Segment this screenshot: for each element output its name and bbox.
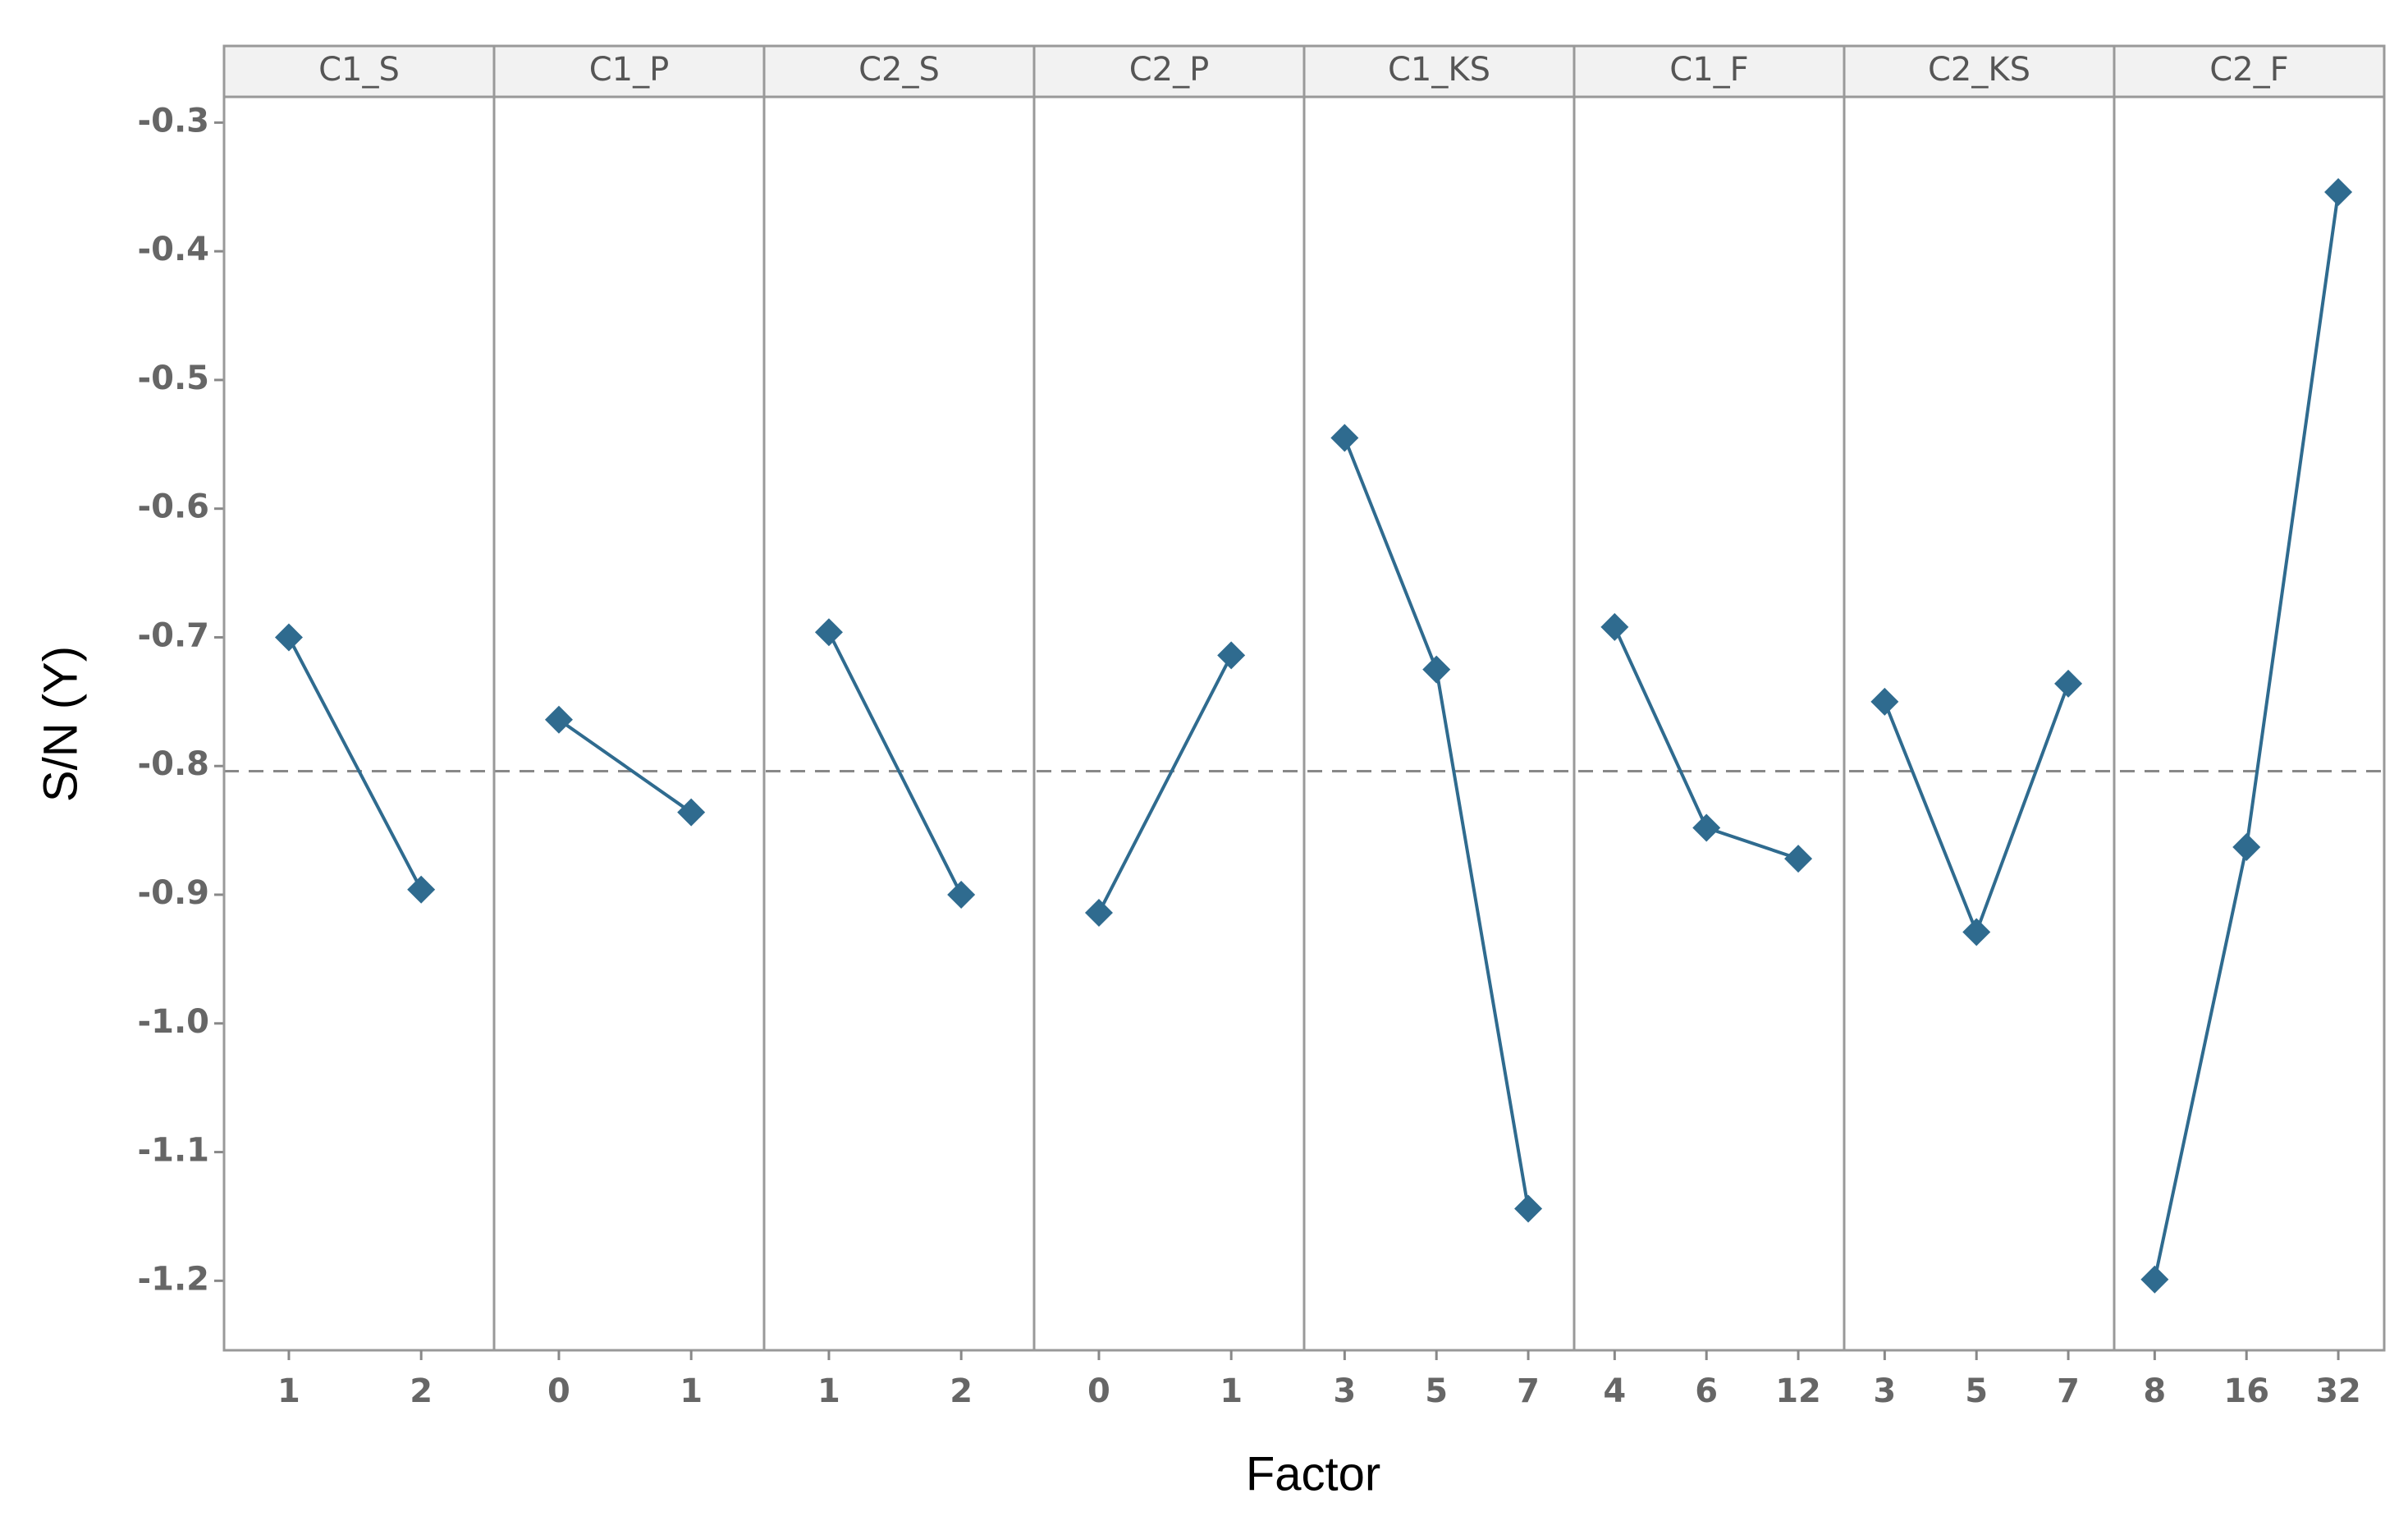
y-tick-label: -1.0 — [138, 1003, 209, 1041]
marker — [274, 623, 303, 652]
marker — [677, 798, 706, 827]
x-tick-label: 0 — [547, 1372, 570, 1410]
strip-label: C1_P — [589, 51, 670, 89]
marker — [1600, 612, 1629, 641]
effect-line — [287, 636, 423, 891]
y-tick-label: -0.4 — [138, 231, 209, 268]
marker — [1330, 424, 1359, 452]
marker — [1514, 1194, 1543, 1223]
marker — [1692, 813, 1721, 842]
x-tick-label: 1 — [1220, 1372, 1243, 1410]
x-tick-label: 5 — [1425, 1372, 1448, 1410]
marker — [1870, 687, 1899, 716]
y-tick-label: -0.9 — [138, 874, 209, 912]
x-tick-label: 8 — [2143, 1372, 2166, 1410]
marker — [814, 618, 843, 647]
marker — [2232, 833, 2261, 862]
y-tick-label: -1.2 — [138, 1260, 209, 1298]
strip-label: C1_KS — [1388, 51, 1490, 89]
x-tick-label: 7 — [1517, 1372, 1540, 1410]
marker — [544, 705, 573, 734]
marker — [947, 881, 976, 909]
effect-line — [827, 631, 963, 896]
marker — [1084, 898, 1113, 927]
panel-frame — [2113, 95, 2386, 1352]
marker — [2054, 669, 2083, 698]
x-tick-label: 0 — [1087, 1372, 1110, 1410]
marker — [407, 875, 436, 904]
strip-label: C2_KS — [1928, 51, 2030, 89]
x-tick-label: 3 — [1333, 1372, 1356, 1410]
x-tick-label: 2 — [410, 1372, 433, 1410]
strip — [1573, 44, 1846, 98]
marker — [2140, 1265, 2169, 1294]
strip — [1302, 44, 1576, 98]
effect-line — [1097, 654, 1233, 914]
marker — [1784, 845, 1813, 873]
effect-line — [557, 718, 693, 814]
marker — [2324, 178, 2353, 207]
y-tick-label: -0.6 — [138, 488, 209, 526]
x-tick-label: 7 — [2057, 1372, 2080, 1410]
x-tick-label: 12 — [1775, 1372, 1821, 1410]
x-axis-title: Factor — [1246, 1447, 1380, 1500]
x-tick-label: 1 — [680, 1372, 703, 1410]
x-tick-label: 3 — [1873, 1372, 1896, 1410]
strip-label: C1_S — [318, 51, 400, 89]
strip — [492, 44, 766, 98]
y-tick-label: -0.7 — [138, 616, 209, 654]
x-tick-label: 16 — [2223, 1372, 2269, 1410]
x-tick-label: 2 — [950, 1372, 973, 1410]
strip-label: C2_F — [2209, 51, 2288, 89]
y-tick-label: -0.5 — [138, 360, 209, 397]
strip-label: C1_F — [1669, 51, 1748, 89]
x-tick-label: 4 — [1603, 1372, 1626, 1410]
strip-label: C2_P — [1129, 51, 1210, 89]
x-tick-label: 1 — [277, 1372, 300, 1410]
x-tick-label: 6 — [1695, 1372, 1718, 1410]
marker — [1217, 641, 1246, 670]
y-tick-label: -0.3 — [138, 102, 209, 140]
x-tick-label: 1 — [817, 1372, 840, 1410]
strip-label: C2_S — [858, 51, 940, 89]
strip — [2113, 44, 2386, 98]
x-tick-label: 5 — [1965, 1372, 1988, 1410]
y-tick-label: -0.8 — [138, 745, 209, 783]
marker — [1422, 655, 1451, 684]
marker — [1962, 918, 1991, 946]
x-tick-label: 32 — [2315, 1372, 2361, 1410]
y-axis-title: S/N (Y) — [34, 646, 87, 802]
y-tick-label: -1.1 — [138, 1132, 209, 1170]
